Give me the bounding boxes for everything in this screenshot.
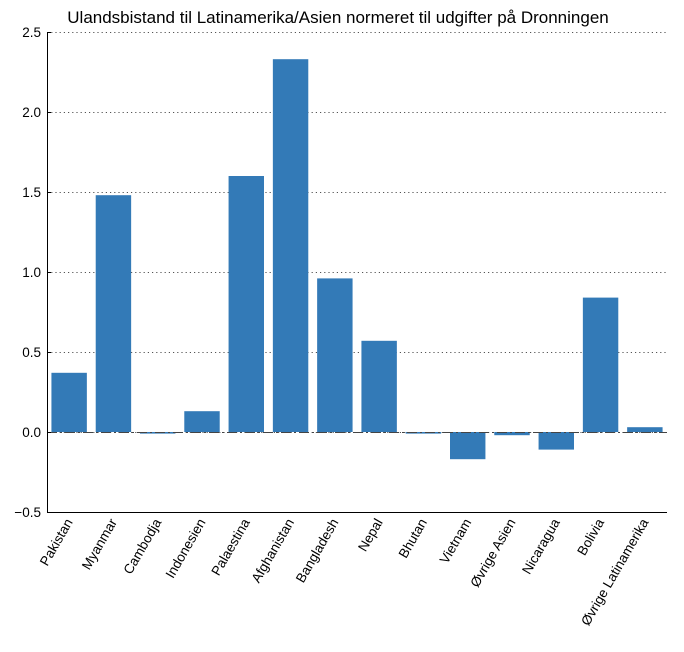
chart-title: Ulandsbistand til Latinamerika/Asien nor… xyxy=(67,8,608,27)
x-tick-label: Bolivia xyxy=(574,516,607,558)
bar-nicaragua xyxy=(538,432,574,450)
bar-bolivia xyxy=(582,297,619,432)
y-tick-label: 1.5 xyxy=(22,185,41,200)
bar-palaestina xyxy=(228,176,264,432)
y-tick-label: 1.0 xyxy=(22,265,41,280)
y-tick-labels: −0.5 0.0 0.5 1.0 1.5 2.0 2.5 xyxy=(14,25,51,520)
y-tick-label: 0.5 xyxy=(22,345,41,360)
x-tick-label: Palaestina xyxy=(208,516,253,579)
bar-indonesien xyxy=(184,411,220,432)
x-tick-label: Vietnam xyxy=(437,516,475,566)
bar-pakistan xyxy=(51,372,87,432)
bars xyxy=(51,59,663,460)
x-tick-label: Afghanistan xyxy=(249,516,298,585)
bar-bangladesh xyxy=(317,278,353,432)
x-tick-label: Indonesien xyxy=(163,516,209,581)
x-tick-label: Bhutan xyxy=(396,516,430,561)
x-tick-label: Pakistan xyxy=(37,516,76,568)
y-tick-label: −0.5 xyxy=(14,505,41,520)
x-tick-label: Nicaragua xyxy=(519,516,563,577)
x-tick-label: Myanmar xyxy=(79,516,120,573)
x-tick-label: Bangladesh xyxy=(293,516,342,585)
bar-myanmar xyxy=(95,195,132,432)
bar-nepal xyxy=(361,340,397,432)
x-tick-label: Nepal xyxy=(355,516,386,554)
bar-øvrige-asien xyxy=(494,432,530,436)
gridlines xyxy=(47,32,667,433)
y-tick-label: 2.0 xyxy=(22,105,41,120)
bar-afghanistan xyxy=(272,59,309,432)
x-tick-label: Cambodja xyxy=(121,516,165,577)
y-tick-label: 2.5 xyxy=(22,25,41,40)
bar-øvrige-latinamerika xyxy=(627,427,663,432)
bar-vietnam xyxy=(450,432,486,460)
x-tick-label: Øvrige Asien xyxy=(467,516,518,590)
y-tick-label: 0.0 xyxy=(22,425,41,440)
bar-bhutan xyxy=(405,432,442,434)
